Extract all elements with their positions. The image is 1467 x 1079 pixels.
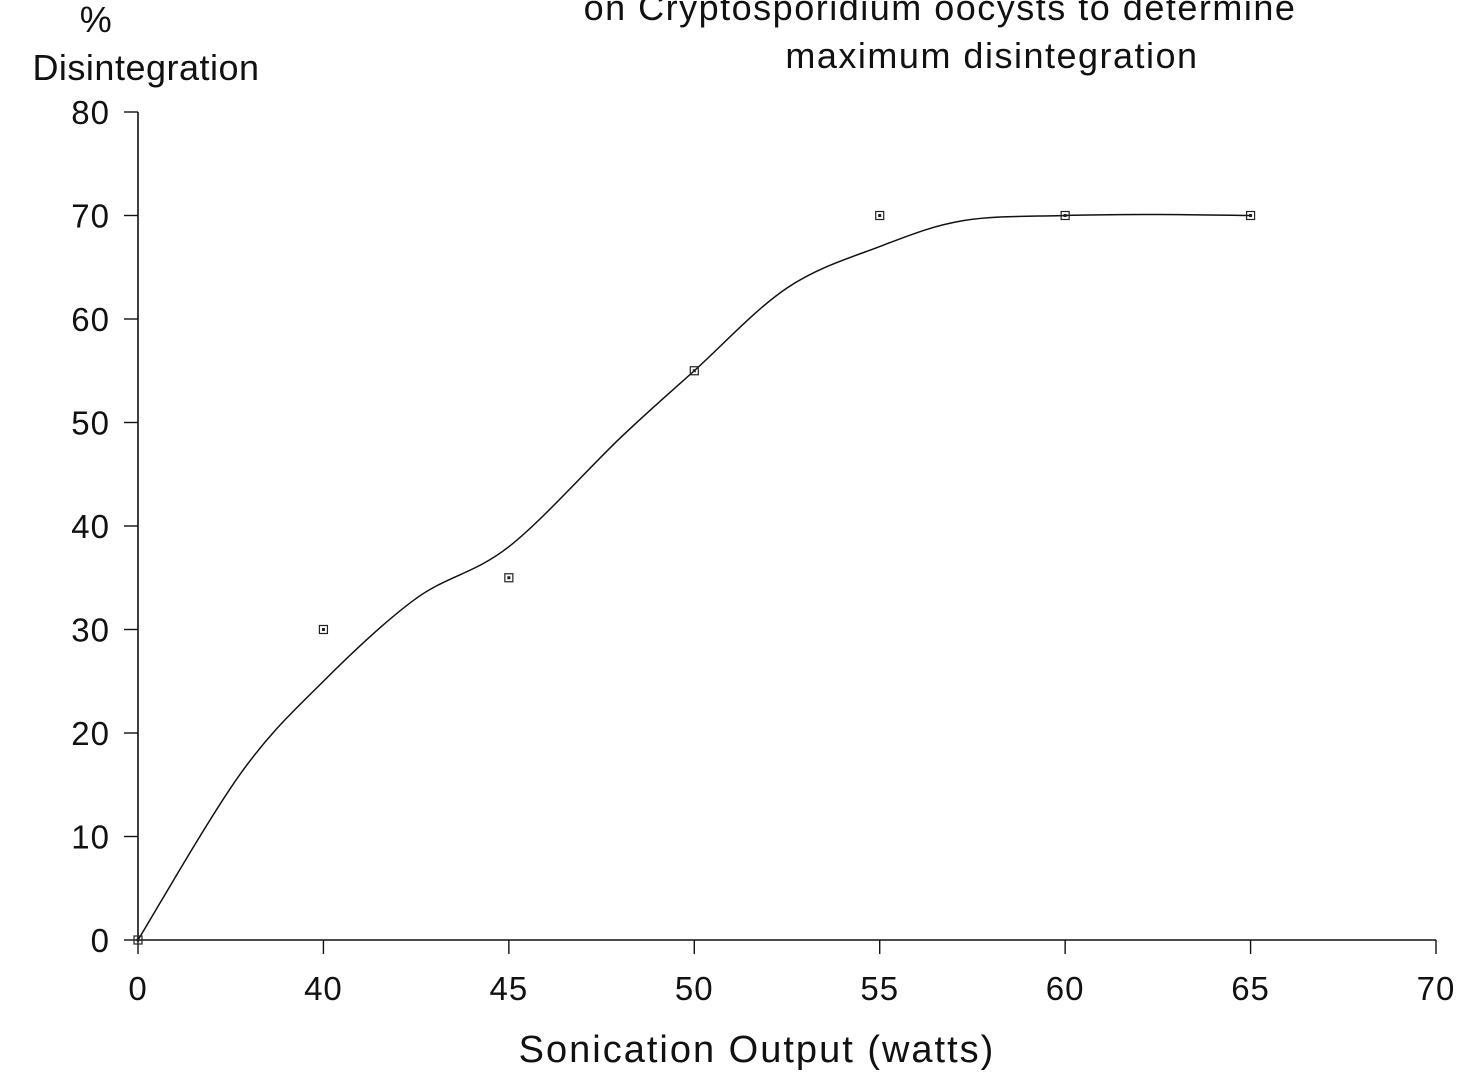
y-tick-label: 20: [71, 715, 110, 752]
y-axis-label-line-1: %: [80, 0, 113, 40]
y-tick-label: 30: [71, 612, 110, 649]
y-tick-label: 60: [71, 301, 110, 338]
y-axis-ticks: 0 10 20 30 40 50 60 70 80: [71, 94, 138, 959]
x-tick-label: 55: [860, 970, 899, 1007]
chart-title: on Cryptosporidium oocysts to determine …: [584, 0, 1297, 76]
y-tick-label: 80: [71, 94, 110, 131]
y-tick-label: 50: [71, 405, 110, 442]
x-tick-label: 65: [1231, 970, 1270, 1007]
y-tick-label: 0: [91, 922, 110, 959]
x-axis-ticks: 0 40 45 50 55 60 65 70: [128, 940, 1456, 1007]
x-tick-label: 60: [1046, 970, 1085, 1007]
fitted-curve: [137, 213, 1251, 941]
x-tick-label: 0: [128, 970, 147, 1007]
x-tick-label: 70: [1417, 970, 1456, 1007]
y-axis-label: % Disintegration: [32, 0, 259, 88]
y-tick-label: 70: [71, 198, 110, 235]
x-axis-label: Sonication Output (watts): [519, 1029, 996, 1071]
y-tick-label: 40: [71, 508, 110, 545]
chart-title-line-1: on Cryptosporidium oocysts to determine: [584, 0, 1297, 28]
data-point: [875, 210, 885, 221]
data-point: [689, 366, 699, 376]
data-point: [133, 935, 143, 945]
data-point: [504, 573, 514, 583]
chart-title-line-2: maximum disintegration: [785, 35, 1198, 76]
data-point: [1060, 210, 1070, 221]
x-tick-label: 50: [675, 970, 714, 1007]
y-axis-label-line-2: Disintegration: [32, 47, 259, 88]
x-tick-label: 45: [489, 970, 528, 1007]
y-tick-label: 10: [71, 819, 110, 856]
data-points: [133, 210, 1256, 945]
data-point: [318, 624, 329, 635]
x-tick-label: 40: [304, 970, 343, 1007]
data-point: [1245, 210, 1256, 221]
